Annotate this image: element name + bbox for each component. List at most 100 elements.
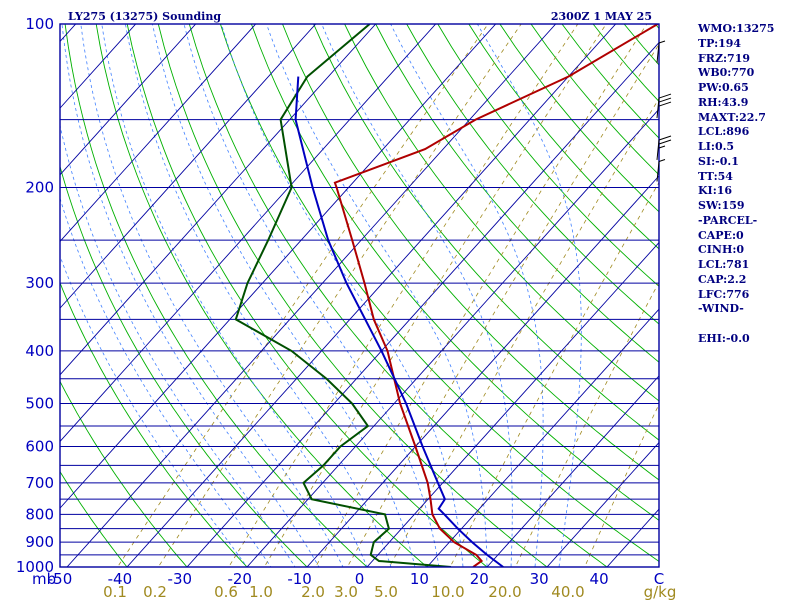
dry-adiabat-line xyxy=(313,24,659,441)
moist-adiabat-line xyxy=(80,24,344,567)
dry-adiabat-line xyxy=(60,164,308,567)
isotherm-line xyxy=(366,241,659,567)
parcel-profile xyxy=(294,76,504,567)
isotherm-line xyxy=(60,24,377,376)
moist-adiabat-line xyxy=(60,254,248,567)
dry-adiabat-line xyxy=(344,24,659,402)
mixing-ratio-line xyxy=(388,97,659,567)
dry-adiabat-line xyxy=(406,24,659,325)
isotherm-line xyxy=(246,108,659,567)
stat-item: WMO:13275 xyxy=(698,22,775,35)
pressure-tick-label: 800 xyxy=(25,505,54,523)
temperature-tick-label: 30 xyxy=(530,570,549,588)
dry-adiabat-line xyxy=(157,24,548,567)
pressure-tick-label: 600 xyxy=(25,438,54,456)
dry-adiabat-line xyxy=(60,470,128,567)
dry-adiabat-line xyxy=(375,24,659,363)
pressure-tick-label: 300 xyxy=(25,274,54,292)
pressure-tick-label: 200 xyxy=(25,178,54,196)
isotherm-line xyxy=(60,24,437,443)
mixing-ratio-unit: g/kg xyxy=(644,583,677,600)
stat-item: LI:0.5 xyxy=(698,140,735,153)
stat-item: EHI:-0.0 xyxy=(698,331,750,345)
isotherm-line xyxy=(60,24,317,309)
stat-item: -PARCEL- xyxy=(698,213,758,227)
isotherm-line xyxy=(66,24,557,567)
stat-item: WB0:770 xyxy=(698,66,755,80)
plot-frame xyxy=(59,23,660,568)
isotherm-line xyxy=(60,24,497,509)
chart-title: LY275 (13275) Sounding xyxy=(68,10,221,23)
stat-item: SW:159 xyxy=(698,199,745,212)
stat-item: CAPE:0 xyxy=(698,228,744,242)
dewpoint-profile xyxy=(234,24,452,567)
isotherm-line xyxy=(486,375,659,567)
moist-adiabat-line xyxy=(60,196,272,567)
dry-adiabat-line xyxy=(188,24,608,567)
pressure-tick-label: 1000 xyxy=(16,558,54,576)
isotherm-line xyxy=(126,24,617,567)
mixing-ratio-tick-label: 10.0 xyxy=(431,583,464,600)
dry-adiabat-line xyxy=(282,24,659,481)
stat-item: MAXT:22.7 xyxy=(698,110,766,124)
mixing-ratio-tick-label: 20.0 xyxy=(488,583,521,600)
mixing-ratio-tick-label: 0.1 xyxy=(103,583,127,600)
stat-item: TP:194 xyxy=(698,36,742,50)
dry-adiabat-line xyxy=(60,281,248,567)
mixing-ratio-tick-label: 40.0 xyxy=(551,583,584,600)
mixing-ratio-tick-label: 1.0 xyxy=(249,583,273,600)
isotherm-line xyxy=(426,308,659,567)
mixing-ratio-tick-label: 2.0 xyxy=(301,583,325,600)
wind-barb xyxy=(656,159,666,182)
valid-time: 2300Z 1 MAY 25 xyxy=(551,10,652,23)
dry-adiabat-line xyxy=(437,24,659,287)
stat-item: KI:16 xyxy=(698,184,733,198)
mixing-ratio-line xyxy=(315,24,648,567)
mixing-ratio-tick-label: 3.0 xyxy=(334,583,358,600)
y-unit-label: mb xyxy=(32,570,56,588)
stat-item: PW:0.65 xyxy=(698,81,749,94)
stat-item: RH:43.9 xyxy=(698,95,749,109)
mixing-ratio-line xyxy=(117,24,489,567)
temperature-tick-label: 10 xyxy=(410,570,429,588)
mixing-ratio-line xyxy=(449,181,659,567)
pressure-tick-label: 700 xyxy=(25,474,54,492)
dry-adiabat-line xyxy=(126,24,488,567)
mixing-ratio-line xyxy=(346,43,659,567)
isotherm-line xyxy=(0,24,16,567)
temperature-tick-label: C xyxy=(654,570,664,588)
plot-background xyxy=(60,24,659,567)
stat-item: LCL:896 xyxy=(698,125,750,139)
stat-item: TT:54 xyxy=(698,169,733,183)
moist-adiabat-line xyxy=(221,24,464,567)
dry-adiabat-line xyxy=(95,24,428,567)
dry-adiabat-line xyxy=(250,24,659,521)
wind-barb xyxy=(656,40,666,64)
moist-adiabat-line xyxy=(61,24,320,567)
wind-barb xyxy=(656,93,672,119)
pressure-tick-label: 100 xyxy=(25,15,54,33)
mixing-ratio-line xyxy=(514,281,659,567)
temperature-tick-label: -50 xyxy=(48,570,73,588)
moist-adiabat-line xyxy=(101,24,368,567)
moist-adiabat-line xyxy=(477,24,582,567)
stat-item: SI:-0.1 xyxy=(698,154,739,168)
stat-item: -WIND- xyxy=(698,302,744,316)
sounding-indices-panel: WMO:13275 TP:194 FRZ:719 WB0:770 PW:0.65 RH:4… xyxy=(698,22,774,347)
pressure-tick-label: 500 xyxy=(25,395,54,413)
temperature-tick-label: 0 xyxy=(355,570,365,588)
stat-item: LCL:781 xyxy=(698,258,750,271)
pressure-tick-label: 900 xyxy=(25,533,54,551)
mixing-ratio-line xyxy=(157,24,522,567)
temperature-tick-label: -20 xyxy=(227,570,252,588)
pressure-tick-label: 400 xyxy=(25,342,54,360)
temperature-tick-label: -10 xyxy=(287,570,312,588)
stat-item: CAP:2.2 xyxy=(698,272,747,286)
stat-item: FRZ:719 xyxy=(698,51,751,65)
stat-item: CINH:0 xyxy=(698,243,745,257)
mixing-ratio-tick-label: 0.6 xyxy=(214,583,238,600)
stats-spacer xyxy=(698,317,774,332)
temperature-tick-label: -40 xyxy=(108,570,133,588)
isotherm-line xyxy=(60,24,197,176)
isotherm-line xyxy=(546,441,659,567)
